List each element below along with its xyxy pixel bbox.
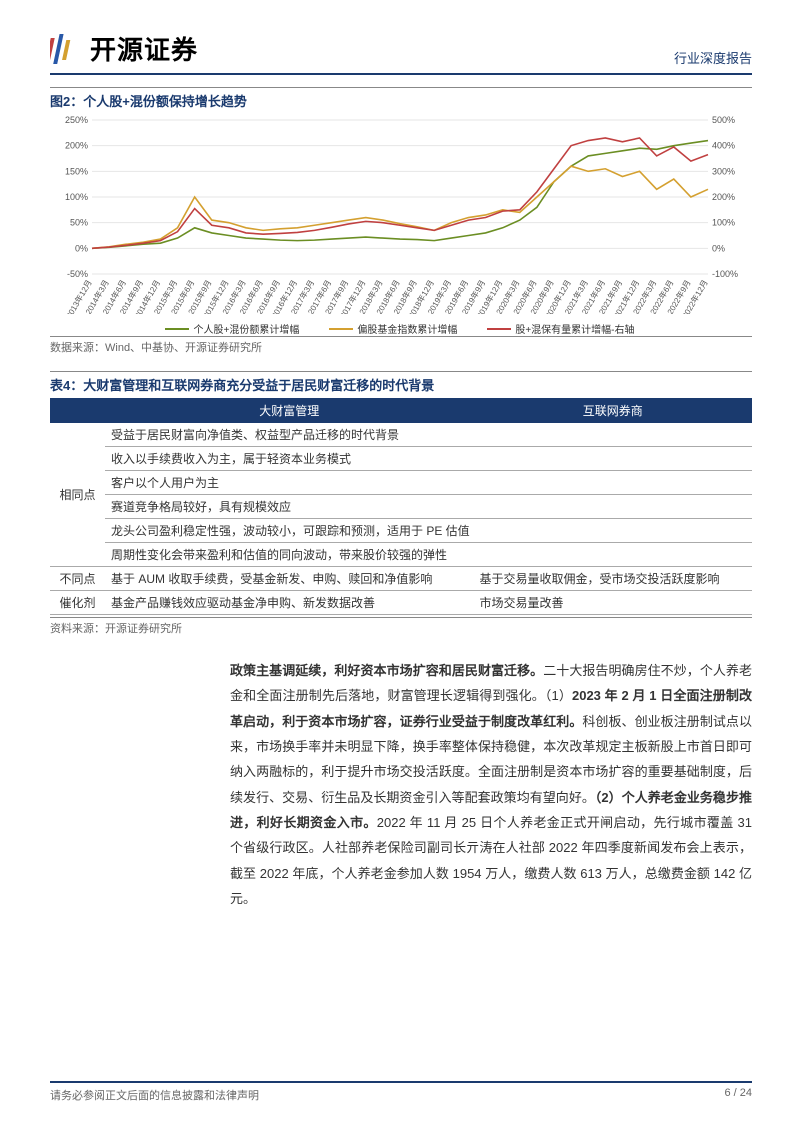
table-cell: 收入以手续费收入为主，属于轻资本业务模式: [105, 447, 752, 471]
chart-legend: 个人股+混份额累计增幅 偏股基金指数累计增幅 股+混保有量累计增幅-右轴: [50, 321, 750, 336]
figure2-chart: -50% 0% 50% 100% 150% 200% 250% -100% 0% 100% 200%…: [50, 114, 750, 334]
table-cell: 龙头公司盈利稳定性强，波动较小，可跟踪和预测，适用于 PE 估值: [105, 519, 752, 543]
line-chart-svg: -50% 0% 50% 100% 150% 200% 250% -100% 0% 100% 200%…: [50, 114, 750, 314]
legend-swatch: [329, 328, 353, 330]
table-rowlabel: 不同点: [50, 567, 105, 591]
legend-item: 个人股+混份额累计增幅: [165, 321, 299, 336]
table-rowlabel: 催化剂: [50, 591, 105, 615]
brand-text: 开源证券: [90, 30, 198, 67]
table-row: 周期性变化会带来盈利和估值的同向波动，带来股价较强的弹性: [50, 543, 752, 567]
table-row: 相同点受益于居民财富向净值类、权益型产品迁移的时代背景: [50, 423, 752, 447]
table-cell: 基于 AUM 收取手续费，受基金新发、申购、赎回和净值影响: [105, 567, 473, 591]
svg-text:-100%: -100%: [712, 269, 738, 279]
svg-text:0%: 0%: [712, 243, 725, 253]
table-row: 收入以手续费收入为主，属于轻资本业务模式: [50, 447, 752, 471]
legend-swatch: [487, 328, 511, 330]
legend-swatch: [165, 328, 189, 330]
body-bold-run: 政策主基调延续，利好资本市场扩容和居民财富迁移。: [230, 663, 543, 678]
svg-text:300%: 300%: [712, 166, 735, 176]
table-cell: 周期性变化会带来盈利和估值的同向波动，带来股价较强的弹性: [105, 543, 752, 567]
svg-text:500%: 500%: [712, 115, 735, 125]
table-row: 催化剂基金产品赚钱效应驱动基金净申购、新发数据改善市场交易量改善: [50, 591, 752, 615]
table-row: 龙头公司盈利稳定性强，波动较小，可跟踪和预测，适用于 PE 估值: [50, 519, 752, 543]
table-cell: 赛道竞争格局较好，具有规模效应: [105, 495, 752, 519]
footer-page: 6 / 24: [724, 1087, 752, 1103]
svg-text:250%: 250%: [65, 115, 88, 125]
svg-text:400%: 400%: [712, 141, 735, 151]
page-footer: 请务必参阅正文后面的信息披露和法律声明 6 / 24: [50, 1081, 752, 1103]
report-type: 行业深度报告: [674, 48, 752, 67]
legend-label: 股+混保有量累计增幅-右轴: [515, 321, 634, 336]
figure2-title: 图2：个人股+混份额保持增长趋势: [50, 87, 752, 110]
svg-text:100%: 100%: [712, 218, 735, 228]
brand-logo: 开源证券: [50, 30, 198, 67]
table-cell: 基于交易量收取佣金，受市场交投活跃度影响: [473, 567, 752, 591]
svg-text:100%: 100%: [65, 192, 88, 202]
svg-text:50%: 50%: [70, 218, 88, 228]
table-cell: 客户以个人用户为主: [105, 471, 752, 495]
body-paragraph: 政策主基调延续，利好资本市场扩容和居民财富迁移。二十大报告明确房住不炒，个人养老…: [50, 658, 752, 911]
svg-text:200%: 200%: [65, 141, 88, 151]
svg-text:200%: 200%: [712, 192, 735, 202]
figure2-source: 数据来源：Wind、中基协、开源证券研究所: [50, 336, 752, 355]
table4-title: 表4：大财富管理和互联网券商充分受益于居民财富迁移的时代背景: [50, 371, 752, 394]
table-row: 客户以个人用户为主: [50, 471, 752, 495]
table-header-cell: 互联网券商: [473, 398, 752, 423]
table-header-cell: [50, 398, 105, 423]
footer-disclaimer: 请务必参阅正文后面的信息披露和法律声明: [50, 1087, 259, 1103]
table4-source: 资料来源：开源证券研究所: [50, 617, 752, 636]
legend-label: 个人股+混份额累计增幅: [193, 321, 299, 336]
table-row: 不同点基于 AUM 收取手续费，受基金新发、申购、赎回和净值影响基于交易量收取佣…: [50, 567, 752, 591]
svg-text:0%: 0%: [75, 243, 88, 253]
table-row: 赛道竞争格局较好，具有规模效应: [50, 495, 752, 519]
table-rowlabel: 相同点: [50, 423, 105, 567]
legend-item: 股+混保有量累计增幅-右轴: [487, 321, 634, 336]
table-cell: 基金产品赚钱效应驱动基金净申购、新发数据改善: [105, 591, 473, 615]
table-cell: 市场交易量改善: [473, 591, 752, 615]
table4: 大财富管理互联网券商相同点受益于居民财富向净值类、权益型产品迁移的时代背景收入以…: [50, 398, 752, 615]
table-header-cell: 大财富管理: [105, 398, 473, 423]
legend-item: 偏股基金指数累计增幅: [329, 321, 457, 336]
legend-label: 偏股基金指数累计增幅: [357, 321, 457, 336]
svg-text:-50%: -50%: [67, 269, 88, 279]
logo-icon: [50, 32, 84, 66]
page-header: 开源证券 行业深度报告: [50, 30, 752, 75]
table-cell: 受益于居民财富向净值类、权益型产品迁移的时代背景: [105, 423, 752, 447]
svg-text:150%: 150%: [65, 166, 88, 176]
